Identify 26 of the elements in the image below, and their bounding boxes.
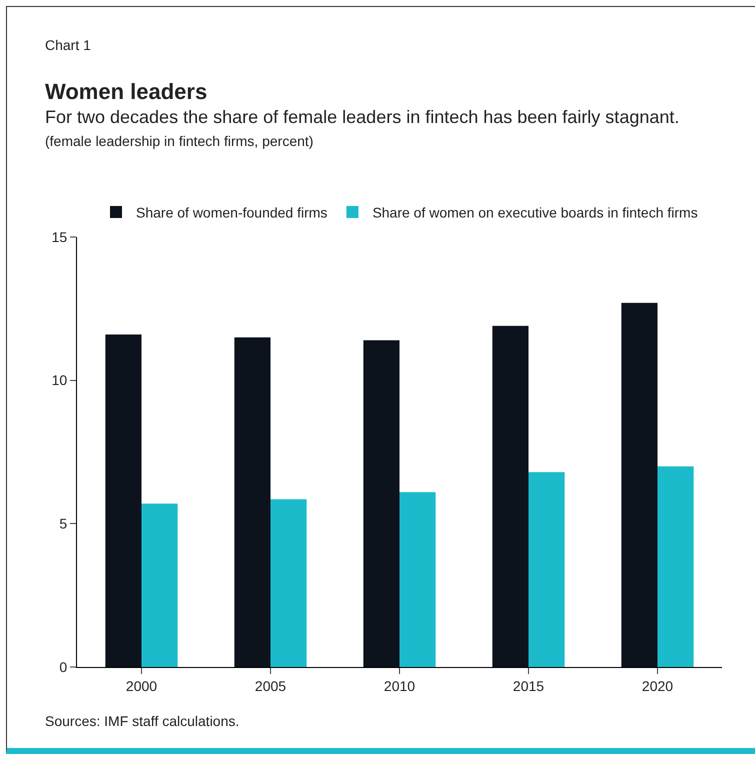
bar (400, 492, 436, 667)
text: (female leadership in fintech firms, percent) (45, 133, 314, 149)
bar (528, 472, 565, 667)
chart-subtitle: For two decades the share of female leaders in fintech has been fairly stagnant. (45, 107, 680, 128)
legend-label: Share of women on executive boards in fintech firms (372, 204, 698, 220)
bar (105, 334, 142, 667)
chart-title: Women leaders (45, 79, 208, 105)
bar (270, 499, 307, 667)
y-tick-label: 5 (59, 516, 68, 532)
bar (621, 302, 658, 667)
y-tick-label: 10 (52, 372, 68, 388)
bar (492, 326, 528, 667)
x-tick-label: 2020 (642, 678, 674, 694)
bar (363, 340, 400, 667)
x-tick-label: 2015 (512, 678, 544, 694)
x-tick-label: 2010 (384, 678, 416, 694)
x-tick-label: 2005 (254, 678, 286, 694)
caption: Chart 1 (45, 37, 91, 53)
bar (234, 337, 270, 667)
y-tick-label: 0 (59, 658, 68, 675)
bar (142, 504, 178, 667)
x-tick-label: 2000 (126, 678, 158, 694)
y-tick-label: 15 (52, 228, 68, 245)
source-note: Sources: IMF staff calculations. (45, 713, 240, 729)
bar (658, 466, 694, 667)
legend-label: Share of women-founded firms (136, 204, 328, 220)
